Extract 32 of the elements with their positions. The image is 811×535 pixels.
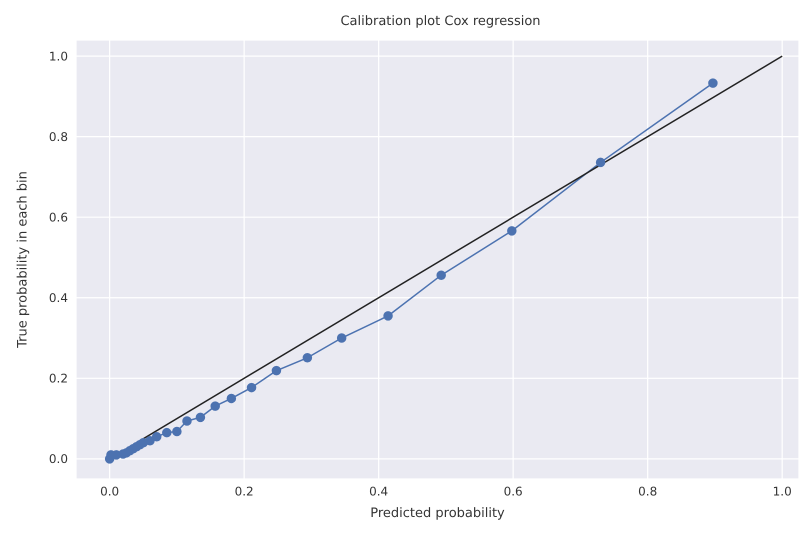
y-tick-label: 0.6 — [48, 210, 68, 224]
point — [596, 158, 606, 168]
point — [162, 428, 172, 438]
point — [210, 401, 220, 411]
point — [196, 412, 206, 422]
x-tick-label: 0.0 — [100, 484, 120, 499]
x-axis-title: Predicted probability — [370, 506, 506, 521]
point — [272, 366, 282, 376]
point — [507, 226, 517, 236]
y-tick-label: 0.4 — [48, 291, 68, 306]
point — [246, 382, 256, 392]
x-tick-label: 0.6 — [504, 484, 523, 499]
point — [226, 394, 236, 404]
x-tick-label: 1.0 — [772, 484, 792, 499]
point — [708, 78, 718, 88]
x-tick-label: 0.8 — [638, 484, 658, 499]
point — [383, 311, 393, 321]
chart-title: Calibration plot Cox regression — [339, 13, 542, 31]
y-axis-title: True probability in each bin — [16, 171, 31, 349]
y-tick-label: 0.0 — [48, 452, 68, 466]
point — [172, 426, 182, 436]
point — [302, 353, 312, 363]
x-tick-label: 0.4 — [369, 484, 388, 499]
point — [336, 333, 346, 343]
y-tick-label: 1.0 — [48, 49, 68, 64]
y-tick-label: 0.2 — [48, 372, 68, 386]
point — [436, 270, 446, 280]
point — [145, 436, 155, 446]
y-tick-label: 0.8 — [48, 130, 68, 144]
point — [152, 432, 162, 442]
x-tick-label: 0.2 — [234, 484, 254, 499]
point — [182, 416, 192, 426]
